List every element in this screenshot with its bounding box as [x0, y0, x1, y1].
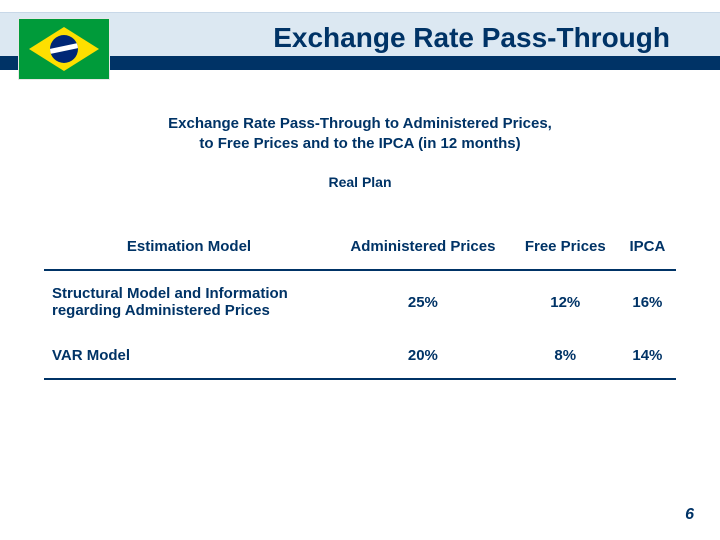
subtitle-line2: to Free Prices and to the IPCA (in 12 mo…: [199, 135, 520, 152]
cell-free: 12%: [512, 270, 619, 333]
table-row: VAR Model 20% 8% 14%: [44, 333, 676, 379]
page-number: 6: [685, 506, 694, 524]
cell-ipca: 16%: [619, 270, 676, 333]
col-header-model: Estimation Model: [44, 224, 334, 270]
cell-admin: 25%: [334, 270, 512, 333]
col-header-ipca: IPCA: [619, 224, 676, 270]
cell-ipca: 14%: [619, 333, 676, 379]
passthrough-table: Estimation Model Administered Prices Fre…: [44, 224, 676, 380]
cell-model: VAR Model: [44, 333, 334, 379]
subtitle-line1: Exchange Rate Pass-Through to Administer…: [168, 115, 552, 132]
flag-globe: [50, 35, 78, 63]
slide-subtitle: Exchange Rate Pass-Through to Administer…: [0, 114, 720, 155]
brazil-flag-icon: [18, 18, 110, 80]
cell-free: 8%: [512, 333, 619, 379]
col-header-admin: Administered Prices: [334, 224, 512, 270]
slide-title: Exchange Rate Pass-Through: [140, 22, 700, 54]
cell-model: Structural Model and Information regardi…: [44, 270, 334, 333]
table-row: Structural Model and Information regardi…: [44, 270, 676, 333]
cell-admin: 20%: [334, 333, 512, 379]
table-header-row: Estimation Model Administered Prices Fre…: [44, 224, 676, 270]
col-header-free: Free Prices: [512, 224, 619, 270]
plan-label: Real Plan: [0, 174, 720, 190]
flag-banner: [50, 42, 78, 55]
